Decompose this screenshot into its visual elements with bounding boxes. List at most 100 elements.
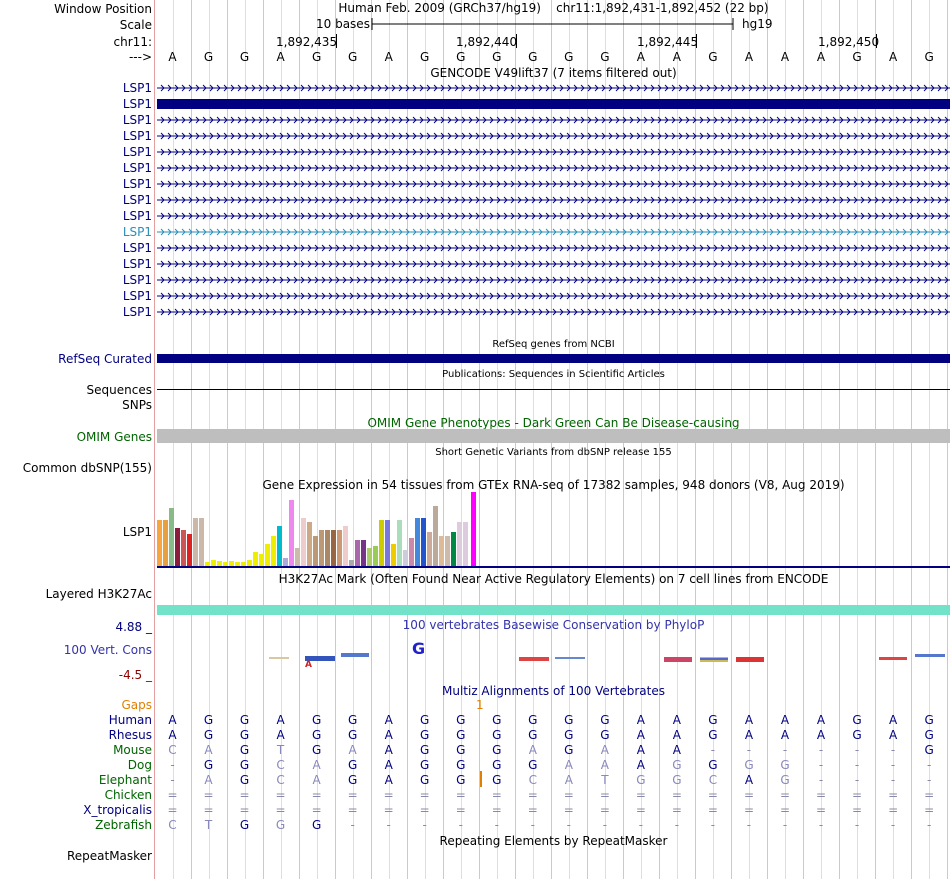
species-label[interactable]: Human (108, 713, 152, 727)
gtex-tissue-bar[interactable] (331, 530, 336, 566)
gencode-transcript-label[interactable]: LSP1 (122, 177, 152, 191)
insertion-marker[interactable] (480, 771, 482, 787)
gtex-tissue-bar[interactable] (229, 561, 234, 566)
gtex-tissue-bar[interactable] (445, 536, 450, 566)
publications-track-label[interactable]: Sequences (86, 383, 152, 397)
gtex-tissue-bar[interactable] (391, 544, 396, 566)
gtex-tissue-bar[interactable] (175, 528, 180, 566)
gencode-transcript-label[interactable]: LSP1 (122, 257, 152, 271)
species-label[interactable]: Rhesus (108, 728, 152, 742)
h3k27ac-signal-bar[interactable] (157, 605, 950, 615)
gtex-tissue-bar[interactable] (157, 520, 162, 566)
gencode-transcript-label[interactable]: LSP1 (122, 81, 152, 95)
gtex-tissue-bar[interactable] (163, 520, 168, 566)
gencode-transcript-label[interactable]: LSP1 (122, 209, 152, 223)
gtex-tissue-bar[interactable] (307, 522, 312, 566)
gencode-intron-line[interactable] (157, 290, 950, 302)
gtex-tissue-bar[interactable] (181, 530, 186, 566)
dbsnp-track-label[interactable]: Common dbSNP(155) (22, 461, 152, 475)
species-label[interactable]: Chicken (104, 788, 152, 802)
gtex-tissue-bar[interactable] (457, 522, 462, 566)
refseq-gene-bar[interactable] (157, 354, 950, 363)
gtex-tissue-bar[interactable] (247, 560, 252, 566)
gencode-intron-line[interactable] (157, 242, 950, 254)
gtex-tissue-bar[interactable] (283, 558, 288, 566)
gencode-exon-bar[interactable] (157, 99, 950, 109)
phylop-logo-plot[interactable]: G A (157, 636, 950, 670)
gencode-intron-line[interactable] (157, 162, 950, 174)
gencode-intron-line[interactable] (157, 178, 950, 190)
gencode-transcript-label[interactable]: LSP1 (122, 273, 152, 287)
gencode-transcript-label[interactable]: LSP1 (122, 225, 152, 239)
gtex-tissue-bar[interactable] (241, 562, 246, 566)
gtex-tissue-bar[interactable] (289, 500, 294, 566)
gtex-tissue-bar[interactable] (385, 520, 390, 566)
species-label[interactable]: X_tropicalis (83, 803, 152, 817)
gtex-tissue-bar[interactable] (295, 548, 300, 566)
gtex-tissue-bar[interactable] (451, 532, 456, 566)
gtex-tissue-bar[interactable] (349, 560, 354, 566)
gtex-tissue-bar[interactable] (355, 540, 360, 566)
gtex-tissue-bar[interactable] (319, 530, 324, 566)
gtex-tissue-bar[interactable] (199, 518, 204, 566)
species-label[interactable]: Zebrafish (95, 818, 152, 832)
gencode-intron-line[interactable] (157, 258, 950, 270)
gtex-tissue-bar[interactable] (421, 518, 426, 566)
omim-gene-bar[interactable] (157, 429, 950, 443)
gtex-tissue-bar[interactable] (409, 538, 414, 566)
gtex-tissue-bar[interactable] (277, 526, 282, 566)
gencode-intron-line[interactable] (157, 82, 950, 94)
gtex-tissue-bar[interactable] (373, 546, 378, 566)
gencode-transcript-label[interactable]: LSP1 (122, 97, 152, 111)
gencode-intron-line[interactable] (157, 210, 950, 222)
gtex-tissue-bar[interactable] (439, 536, 444, 566)
gtex-tissue-bar[interactable] (463, 522, 468, 566)
gtex-tissue-bar[interactable] (271, 536, 276, 566)
gtex-tissue-bar[interactable] (193, 518, 198, 566)
conservation-track-label[interactable]: 100 Vert. Cons (63, 643, 152, 657)
gtex-tissue-bar[interactable] (367, 548, 372, 566)
gtex-tissue-bar[interactable] (265, 544, 270, 566)
gtex-tissue-bar[interactable] (259, 554, 264, 566)
gap-marker[interactable]: 1 (476, 698, 484, 712)
gencode-intron-line[interactable] (157, 306, 950, 318)
gencode-intron-line[interactable] (157, 146, 950, 158)
gtex-tissue-bar[interactable] (205, 562, 210, 566)
gencode-intron-line[interactable] (157, 114, 950, 126)
gtex-tissue-bar[interactable] (403, 550, 408, 566)
gencode-intron-line[interactable] (157, 226, 950, 238)
gtex-tissue-bar[interactable] (253, 552, 258, 566)
species-label[interactable]: Mouse (113, 743, 152, 757)
species-label[interactable]: Elephant (98, 773, 152, 787)
gencode-transcript-label[interactable]: LSP1 (122, 129, 152, 143)
gtex-tissue-bar[interactable] (169, 508, 174, 566)
gtex-tissue-bar[interactable] (301, 518, 306, 566)
omim-track-label[interactable]: OMIM Genes (76, 430, 152, 444)
gtex-tissue-bar[interactable] (471, 492, 476, 566)
gtex-tissue-bar[interactable] (325, 530, 330, 566)
gencode-transcript-label[interactable]: LSP1 (122, 241, 152, 255)
gencode-transcript-label[interactable]: LSP1 (122, 289, 152, 303)
gtex-tissue-bar[interactable] (217, 561, 222, 566)
gencode-transcript-label[interactable]: LSP1 (122, 305, 152, 319)
gtex-tissue-bar[interactable] (433, 506, 438, 566)
gtex-tissue-bar[interactable] (415, 518, 420, 566)
gtex-tissue-bar[interactable] (235, 562, 240, 566)
gtex-tissue-bar[interactable] (211, 560, 216, 566)
gtex-track-label[interactable]: LSP1 (122, 525, 152, 539)
repeatmasker-track-label[interactable]: RepeatMasker (66, 849, 152, 863)
gencode-transcript-label[interactable]: LSP1 (122, 145, 152, 159)
h3k27ac-track-label[interactable]: Layered H3K27Ac (45, 587, 152, 601)
gencode-intron-line[interactable] (157, 274, 950, 286)
gtex-tissue-bar[interactable] (337, 530, 342, 566)
gtex-tissue-bar[interactable] (361, 540, 366, 566)
gtex-tissue-bar[interactable] (223, 562, 228, 566)
gtex-tissue-bar[interactable] (313, 536, 318, 566)
gtex-tissue-bar[interactable] (397, 520, 402, 566)
refseq-track-label[interactable]: RefSeq Curated (58, 352, 152, 366)
gtex-tissue-bar[interactable] (379, 520, 384, 566)
species-label[interactable]: Dog (127, 758, 152, 772)
gencode-transcript-label[interactable]: LSP1 (122, 113, 152, 127)
gencode-transcript-label[interactable]: LSP1 (122, 193, 152, 207)
gtex-tissue-bar[interactable] (427, 532, 432, 566)
